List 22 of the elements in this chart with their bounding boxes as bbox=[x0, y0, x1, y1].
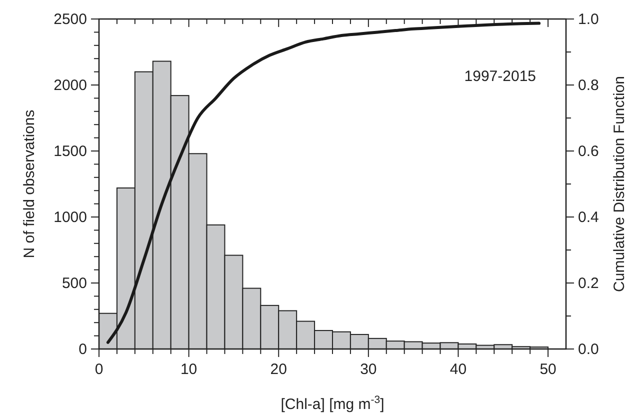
annotation: 1997-2015 bbox=[464, 68, 536, 85]
y2-tick-label: 0.4 bbox=[578, 209, 599, 226]
y2-tick-label: 0.0 bbox=[578, 341, 599, 358]
x-tick-label: 0 bbox=[94, 361, 104, 378]
y-tick-label: 0 bbox=[78, 341, 87, 358]
y-axis-title: N of field observations bbox=[21, 110, 38, 258]
y2-tick-label: 0.8 bbox=[578, 77, 599, 94]
x-tick-label: 30 bbox=[360, 361, 377, 378]
y-tick-label: 1000 bbox=[54, 209, 87, 226]
y-tick-label: 2500 bbox=[54, 11, 87, 28]
y2-axis-title: Cumulative Distribution Function bbox=[611, 76, 628, 292]
x-axis-title: [Chl-a] [mg m$^{-3}$] bbox=[280, 394, 384, 413]
y-tick-label: 500 bbox=[62, 275, 87, 292]
y2-tick-label: 0.2 bbox=[578, 275, 599, 292]
x-tick-label: 10 bbox=[180, 361, 198, 378]
y-tick-label: 1500 bbox=[54, 143, 87, 160]
y-tick-label: 2000 bbox=[54, 77, 87, 94]
y2-tick-label: 1.0 bbox=[578, 11, 599, 28]
x-tick-label: 40 bbox=[450, 361, 467, 378]
y2-tick-label: 0.6 bbox=[578, 143, 599, 160]
x-tick-label: 20 bbox=[270, 361, 287, 378]
x-tick-label: 50 bbox=[540, 361, 556, 378]
